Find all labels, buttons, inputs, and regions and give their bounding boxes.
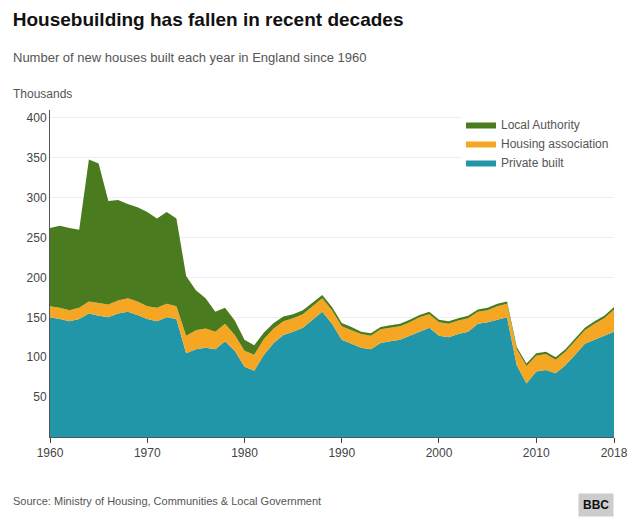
svg-text:2000: 2000 <box>426 446 453 460</box>
svg-text:Local Authority: Local Authority <box>501 118 580 132</box>
svg-text:350: 350 <box>27 151 47 165</box>
svg-text:250: 250 <box>27 231 47 245</box>
svg-text:Housebuilding has fallen in re: Housebuilding has fallen in recent decad… <box>13 9 404 30</box>
svg-text:Private built: Private built <box>501 156 564 170</box>
svg-text:1970: 1970 <box>134 446 161 460</box>
svg-text:200: 200 <box>27 271 47 285</box>
svg-text:2010: 2010 <box>523 446 550 460</box>
svg-text:Housing association: Housing association <box>501 137 608 151</box>
svg-text:1990: 1990 <box>328 446 355 460</box>
svg-text:Thousands: Thousands <box>13 87 72 101</box>
svg-text:2018: 2018 <box>601 446 628 460</box>
svg-text:400: 400 <box>27 111 47 125</box>
svg-text:300: 300 <box>27 191 47 205</box>
svg-text:50: 50 <box>33 390 47 404</box>
svg-text:1980: 1980 <box>231 446 258 460</box>
svg-text:100: 100 <box>27 350 47 364</box>
svg-text:Source: Ministry of Housing, C: Source: Ministry of Housing, Communities… <box>13 495 321 507</box>
svg-text:BBC: BBC <box>583 498 609 512</box>
svg-text:1960: 1960 <box>37 446 64 460</box>
svg-text:150: 150 <box>27 311 47 325</box>
svg-text:Number of new houses built eac: Number of new houses built each year in … <box>13 50 366 65</box>
